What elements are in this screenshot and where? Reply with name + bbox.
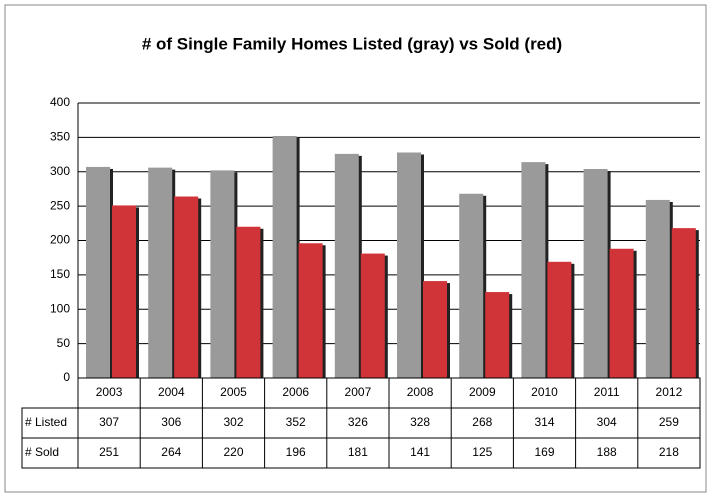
table-cell: 259 bbox=[659, 415, 679, 429]
table-cell: 251 bbox=[99, 445, 119, 459]
table-cell: 352 bbox=[286, 415, 306, 429]
table-cell: 268 bbox=[472, 415, 492, 429]
bar bbox=[112, 205, 136, 378]
bar bbox=[671, 228, 696, 378]
table-cell: 169 bbox=[534, 445, 554, 459]
bar bbox=[86, 166, 110, 378]
table-cell: 302 bbox=[223, 415, 243, 429]
table-cell: 307 bbox=[99, 415, 119, 429]
y-tick-label: 250 bbox=[50, 198, 70, 212]
y-tick-label: 300 bbox=[50, 164, 70, 178]
table-cell: 306 bbox=[161, 415, 181, 429]
y-tick-label: 0 bbox=[63, 370, 70, 384]
bar bbox=[334, 153, 359, 378]
bar bbox=[236, 226, 261, 378]
bar bbox=[547, 261, 572, 378]
bar bbox=[423, 281, 447, 378]
bar bbox=[148, 167, 173, 378]
x-tick-label: 2011 bbox=[594, 385, 620, 399]
x-tick-label: 2012 bbox=[656, 385, 683, 399]
y-tick-label: 200 bbox=[50, 233, 70, 247]
legend-label: # Listed bbox=[25, 415, 67, 429]
table-cell: 220 bbox=[223, 445, 243, 459]
bar bbox=[210, 170, 235, 378]
table-cell: 264 bbox=[161, 445, 181, 459]
y-tick-label: 150 bbox=[50, 267, 70, 281]
y-tick-label: 50 bbox=[57, 336, 71, 350]
bar bbox=[521, 162, 546, 378]
x-tick-label: 2010 bbox=[531, 385, 558, 399]
bar bbox=[485, 292, 510, 378]
bar bbox=[174, 196, 199, 378]
bar bbox=[298, 243, 323, 378]
table-cell: 314 bbox=[534, 415, 554, 429]
table-cell: 218 bbox=[659, 445, 679, 459]
table-cell: 196 bbox=[286, 445, 306, 459]
chart-title: # of Single Family Homes Listed (gray) v… bbox=[142, 34, 562, 53]
bar bbox=[645, 199, 670, 378]
legend-label: # Sold bbox=[25, 445, 59, 459]
table-cell: 188 bbox=[597, 445, 617, 459]
bar bbox=[609, 248, 634, 378]
y-tick-label: 400 bbox=[50, 95, 70, 109]
table-cell: 125 bbox=[472, 445, 492, 459]
x-tick-label: 2006 bbox=[282, 385, 309, 399]
table-cell: 181 bbox=[348, 445, 368, 459]
table-cell: 304 bbox=[597, 415, 617, 429]
x-tick-label: 2007 bbox=[345, 385, 372, 399]
bar bbox=[397, 152, 421, 378]
y-tick-label: 350 bbox=[50, 130, 70, 144]
table-cell: 328 bbox=[410, 415, 430, 429]
x-tick-label: 2005 bbox=[220, 385, 247, 399]
x-tick-label: 2004 bbox=[158, 385, 185, 399]
bar bbox=[459, 193, 484, 378]
bar bbox=[272, 136, 297, 378]
bar bbox=[583, 169, 608, 378]
table-cell: 141 bbox=[410, 445, 430, 459]
table-cell: 326 bbox=[348, 415, 368, 429]
x-tick-label: 2003 bbox=[96, 385, 123, 399]
x-tick-label: 2009 bbox=[469, 385, 496, 399]
x-tick-label: 2008 bbox=[407, 385, 434, 399]
y-tick-label: 100 bbox=[50, 301, 70, 315]
bar bbox=[360, 253, 385, 378]
